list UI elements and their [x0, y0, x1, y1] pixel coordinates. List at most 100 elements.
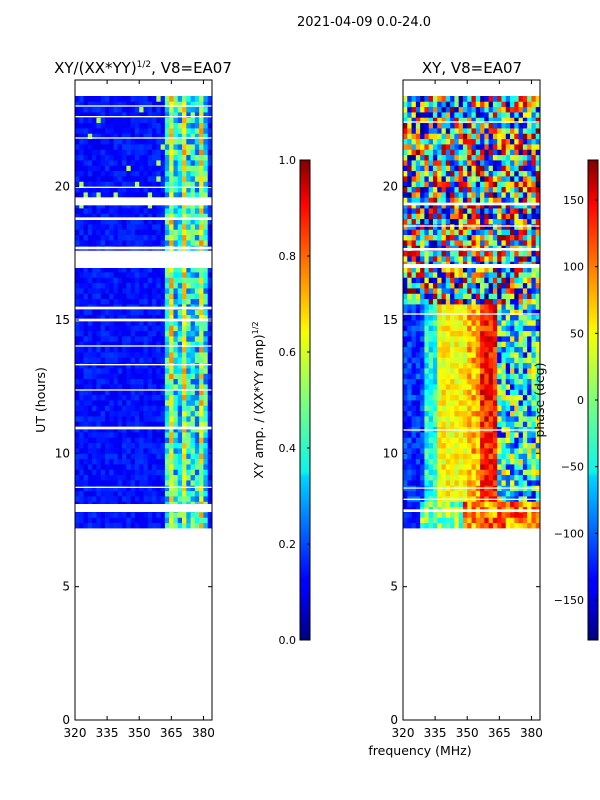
amp-heatmap-cell [87, 368, 93, 374]
amp-heatmap-cell [186, 378, 191, 385]
amp-heatmap-cell [152, 480, 157, 486]
amp-heatmap-cell [152, 517, 157, 524]
amp-heatmap-cell [122, 202, 127, 209]
amp-heatmap-cell [173, 122, 179, 129]
phase-heatmap-cell [501, 522, 507, 529]
phase-heatmap-cell [471, 480, 477, 486]
phase-heatmap-cell [424, 453, 430, 460]
phase-heatmap-cell [488, 400, 494, 406]
amp-heatmap-cell [96, 522, 102, 529]
amp-heatmap-cell [194, 448, 200, 454]
phase-heatmap-cell [518, 410, 524, 417]
amp-heatmap-cell [164, 373, 170, 380]
phase-heatmap-cell [428, 272, 434, 278]
phase-heatmap-cell [437, 314, 442, 321]
phase-heatmap-cell [441, 357, 447, 364]
phase-heatmap-cell [454, 266, 460, 273]
phase-heatmap-cell [424, 144, 430, 150]
phase-heatmap-cell [497, 288, 502, 294]
phase-heatmap-cell [522, 368, 528, 374]
amp-heatmap-cell [130, 272, 136, 278]
phase-heatmap-cell [488, 202, 494, 209]
amp-heatmap-cell [173, 298, 179, 305]
phase-heatmap-cell [445, 512, 451, 518]
phase-heatmap-cell [420, 378, 425, 385]
amp-heatmap-cell [117, 400, 123, 406]
amp-heatmap-cell [147, 165, 153, 172]
amp-heatmap-cell [134, 128, 140, 134]
phase-heatmap-cell [428, 336, 434, 342]
phase-heatmap-cell [407, 298, 412, 305]
phase-heatmap-cell [518, 154, 524, 161]
amp-heatmap-cell [199, 517, 204, 524]
amp-heatmap-cell [203, 298, 209, 305]
amp-heatmap-cell [199, 282, 204, 289]
amp-heatmap-cell [139, 400, 144, 406]
amp-data-gap [75, 389, 212, 391]
phase-heatmap-cell [411, 394, 417, 401]
amp-heatmap-cell [186, 426, 191, 433]
amp-heatmap-cell [147, 410, 153, 417]
phase-heatmap-cell [480, 517, 485, 524]
phase-heatmap-cell [488, 432, 494, 438]
phase-heatmap-cell [492, 362, 498, 369]
amp-heatmap-cell [92, 490, 97, 497]
phase-heatmap-cell [424, 512, 430, 518]
phase-heatmap-cell [484, 282, 490, 289]
amp-heatmap-cell [79, 389, 84, 396]
phase-heatmap-cell [407, 154, 412, 161]
amp-heatmap-cell [164, 421, 170, 428]
amp-heatmap-cell [199, 421, 204, 428]
phase-heatmap-cell [531, 250, 537, 257]
phase-heatmap-cell [471, 320, 477, 326]
amp-heatmap-cell [139, 405, 144, 412]
amp-heatmap-cell [79, 426, 84, 433]
amp-heatmap-cell [100, 218, 106, 225]
phase-heatmap-cell [522, 154, 528, 161]
amp-heatmap-cell [194, 320, 200, 326]
phase-heatmap-cell [411, 288, 417, 294]
amp-heatmap-cell [207, 240, 213, 246]
phase-heatmap-cell [467, 378, 472, 385]
amp-heatmap-cell [164, 106, 170, 113]
phase-heatmap-cell [415, 192, 421, 198]
amp-heatmap-cell [130, 474, 136, 481]
amp-heatmap-cell [83, 170, 89, 177]
phase-heatmap-cell [522, 144, 528, 150]
amp-heatmap-cell [126, 485, 132, 492]
amp-heatmap-cell [194, 101, 200, 108]
amp-heatmap-cell [207, 101, 213, 108]
amp-heatmap-cell [173, 186, 179, 193]
amp-heatmap-cell [126, 176, 132, 182]
amp-heatmap-cell [164, 341, 170, 348]
amp-heatmap-cell [190, 272, 196, 278]
amp-heatmap-cell [203, 421, 209, 428]
amp-heatmap-cell [194, 282, 200, 289]
amp-heatmap-cell [122, 512, 127, 518]
amp-heatmap-cell [169, 432, 174, 438]
amp-panel-title: XY/(XX*YY)1/2, V8=EA07 [54, 59, 232, 77]
amp-heatmap-cell [160, 405, 166, 412]
phase-heatmap-cell [510, 405, 515, 412]
phase-heatmap-cell [450, 288, 455, 294]
amp-heatmap-cell [100, 186, 106, 193]
phase-heatmap-cell [505, 288, 511, 294]
phase-heatmap-cell [505, 469, 511, 476]
phase-heatmap-cell [403, 149, 408, 156]
amp-heatmap-cell [173, 149, 179, 156]
amp-heatmap-cell [87, 293, 93, 300]
amp-heatmap-cell [109, 170, 114, 177]
phase-heatmap-cell [458, 213, 464, 220]
amp-heatmap-cell [169, 490, 174, 497]
phase-heatmap-cell [527, 213, 532, 220]
phase-heatmap-cell [445, 325, 451, 332]
amp-heatmap-cell [87, 480, 93, 486]
amp-heatmap-cell [109, 112, 114, 118]
amp-heatmap-cell [126, 442, 132, 449]
phase-heatmap-cell [531, 330, 537, 337]
amp-heatmap-cell [177, 288, 183, 294]
amp-heatmap-cell [134, 368, 140, 374]
amp-heatmap-cell [75, 464, 80, 470]
amp-heatmap-cell [92, 224, 97, 230]
phase-heatmap-cell [510, 389, 515, 396]
